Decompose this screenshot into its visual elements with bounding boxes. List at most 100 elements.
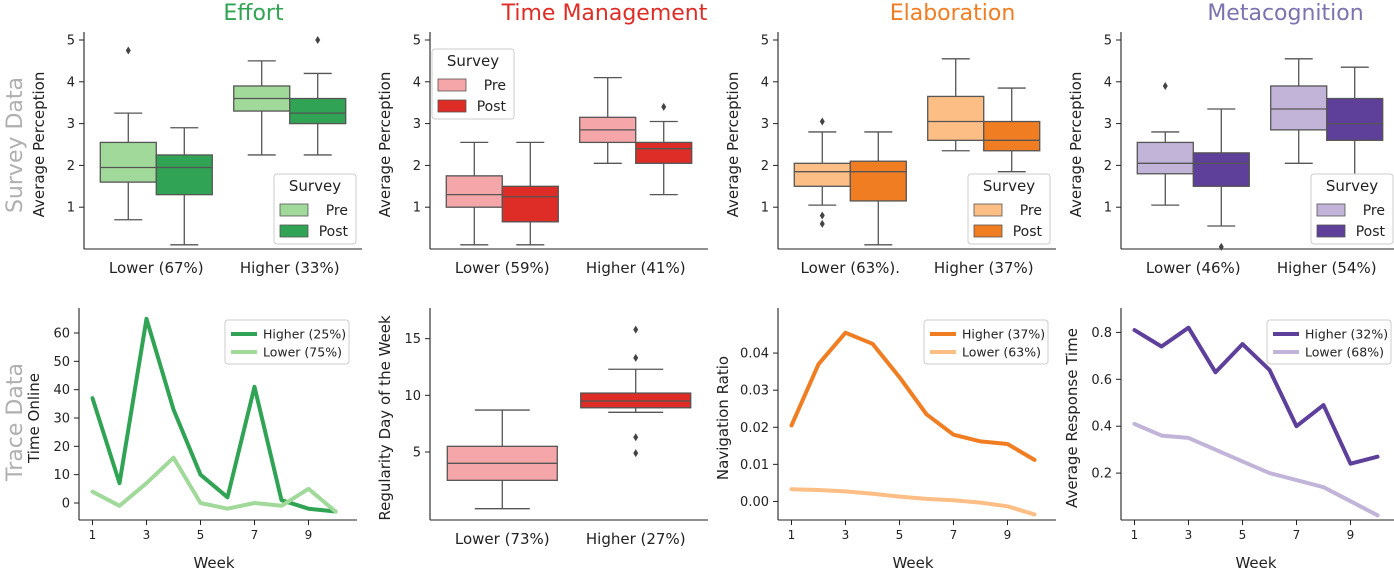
legend: Higher (25%) Lower (75%) [224, 319, 350, 365]
box-post-0 [849, 131, 907, 246]
box-body [289, 97, 347, 125]
legend-entry: Lower (63%) [962, 345, 1041, 360]
legend-entry: Post [477, 99, 507, 115]
panel-effort-survey: Effort 1 2 3 4 5 Average Perception Lower (67%)… [30, 1, 362, 277]
box-post-0 [155, 127, 213, 246]
y-tick-label: 3 [413, 117, 421, 132]
series-line-0 [1132, 325, 1380, 466]
y-tick-label: 15 [404, 332, 421, 347]
legend-swatch [437, 78, 467, 92]
series-line-0 [789, 330, 1037, 462]
box-pre-1 [579, 76, 637, 164]
x-tick-label: 9 [1347, 528, 1355, 542]
x-axis-label: Week [1235, 554, 1276, 570]
box-body [1270, 85, 1328, 131]
y-tick-label: 60 [53, 327, 70, 342]
legend: Higher (37%) Lower (63%) [923, 319, 1049, 365]
x-category-label: Higher (54%) [1277, 259, 1377, 277]
y-tick-label: 1 [1104, 201, 1112, 216]
y-tick-label: 0.4 [1091, 420, 1112, 435]
outlier-point [819, 219, 825, 228]
legend-title: Survey [1326, 177, 1378, 195]
chart-title: Metacognition [1207, 1, 1363, 26]
y-tick-label: 5 [1104, 34, 1112, 49]
legend-swatch [1316, 203, 1346, 217]
panel-elab-survey: Elaboration 1 2 3 4 5 Average Perception Lower … [724, 1, 1056, 277]
legend-entry: Post [1356, 224, 1386, 240]
y-tick-label: 0 [62, 497, 70, 512]
y-tick-label: 4 [413, 75, 421, 90]
box-post-1 [1326, 66, 1384, 187]
x-tick-label: 3 [1185, 528, 1193, 542]
series-line-1 [90, 455, 338, 514]
box-post-0 [501, 141, 559, 246]
x-tick-label: 1 [89, 528, 97, 542]
box-body [1136, 141, 1194, 175]
y-tick-label: 0.02 [740, 421, 769, 436]
panel-meta-trace: 0.2 0.4 0.6 0.8 Average Response Time 1 3 5 7 9 We… [1063, 308, 1394, 570]
outlier-point [125, 46, 131, 55]
outlier-point [819, 117, 825, 126]
y-tick-label: 0.2 [1091, 467, 1112, 482]
box-pre-1 [233, 60, 291, 156]
x-tick-label: 1 [1131, 528, 1139, 542]
y-tick-label: 1 [413, 201, 421, 216]
box-pre-1 [927, 58, 985, 152]
y-tick-label: 5 [413, 446, 421, 461]
outlier-point [633, 449, 639, 458]
panel-meta-survey: Metacognition 1 2 3 4 5 Average Perception Lowe… [1067, 1, 1394, 277]
legend-entry: Higher (37%) [962, 327, 1045, 342]
box-post-1 [289, 36, 347, 156]
outlier-point [315, 36, 321, 44]
box-pre-0 [793, 117, 851, 228]
legend: Survey Pre Post [273, 173, 357, 245]
y-axis-label: Average Perception [30, 72, 48, 218]
panel-effort-trace: 0 10 20 30 40 50 60 Time Online 1 3 5 7 9 Week Higher … [25, 308, 357, 570]
y-tick-label: 2 [1104, 159, 1112, 174]
legend: Survey Pre Post [1310, 173, 1394, 245]
chart-title: Effort [223, 1, 284, 26]
y-tick-label: 4 [1104, 75, 1112, 90]
x-tick-label: 9 [305, 528, 313, 542]
x-category-label: Higher (41%) [586, 259, 686, 277]
y-tick-label: 0.8 [1091, 326, 1112, 341]
y-tick-label: 5 [67, 34, 75, 49]
y-tick-label: 20 [53, 440, 70, 455]
box-pre-1 [1270, 58, 1328, 164]
outlier-point [1218, 242, 1224, 251]
legend: Survey Pre Post [431, 48, 515, 120]
legend-swatch [1316, 224, 1346, 238]
x-tick-label: 7 [251, 528, 259, 542]
legend-entry: Higher (32%) [1305, 327, 1388, 342]
outlier-point [819, 211, 825, 220]
x-tick-label: 5 [197, 528, 205, 542]
x-tick-label: 3 [143, 528, 151, 542]
x-axis-label: Week [193, 554, 234, 570]
y-tick-label: 5 [761, 34, 769, 49]
y-tick-label: 10 [404, 389, 421, 404]
y-tick-label: 30 [53, 412, 70, 427]
y-axis-label: Time Online [25, 373, 43, 464]
chart-title: Elaboration [890, 1, 1016, 26]
series-line-1 [789, 487, 1037, 517]
legend-title: Survey [983, 177, 1035, 195]
box-1 [580, 325, 692, 458]
x-tick-label: 9 [1004, 528, 1012, 542]
x-tick-label: 7 [950, 528, 958, 542]
y-tick-label: 3 [67, 117, 75, 132]
y-tick-label: 0.01 [740, 458, 769, 473]
y-tick-label: 0.00 [740, 495, 769, 510]
legend-swatch [973, 224, 1003, 238]
box-post-1 [635, 102, 693, 196]
box-body [849, 160, 907, 202]
row-label-trace: Trace Data [3, 363, 28, 482]
y-tick-label: 0.04 [740, 347, 769, 362]
legend-swatch [973, 203, 1003, 217]
y-tick-label: 40 [53, 383, 70, 398]
box-body [793, 162, 851, 187]
x-category-label: Lower (46%) [1146, 259, 1241, 277]
x-tick-label: 5 [1239, 528, 1247, 542]
box-body [635, 141, 693, 164]
x-tick-label: 1 [788, 528, 796, 542]
x-tick-label: 3 [842, 528, 850, 542]
